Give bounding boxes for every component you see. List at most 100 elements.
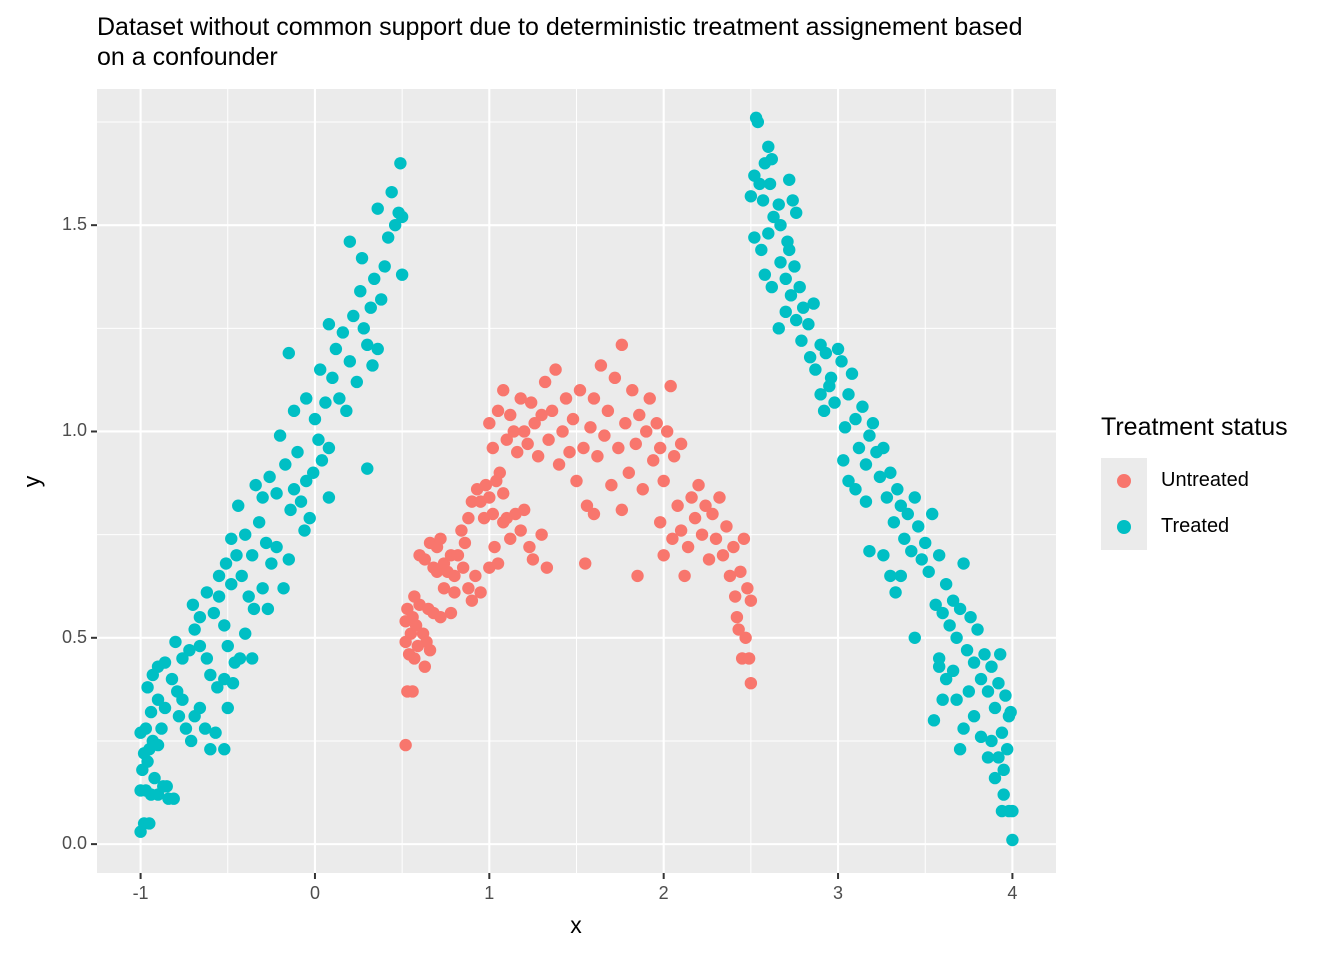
x-tick-label: 0	[309, 883, 320, 903]
y-axis-label: y	[18, 475, 45, 488]
point-untreated	[462, 511, 475, 525]
point-treated	[803, 351, 817, 364]
x-tick-label: -1	[132, 883, 149, 903]
point-treated	[932, 652, 946, 665]
point-untreated	[486, 441, 500, 455]
point-untreated	[556, 425, 569, 438]
point-treated	[753, 177, 766, 191]
point-untreated	[563, 445, 576, 459]
point-treated	[789, 206, 803, 219]
point-treated	[355, 251, 369, 265]
point-untreated	[657, 474, 670, 488]
point-treated	[946, 664, 960, 678]
point-treated	[200, 652, 214, 665]
point-treated	[155, 722, 168, 735]
point-treated	[165, 672, 179, 686]
point-treated	[953, 602, 967, 616]
point-untreated	[504, 532, 517, 545]
point-treated	[167, 792, 180, 805]
point-treated	[256, 491, 269, 504]
point-treated	[287, 483, 301, 496]
point-treated	[212, 590, 226, 603]
point-treated	[995, 726, 1009, 739]
x-tick-label: 4	[1007, 883, 1018, 903]
point-untreated	[587, 507, 601, 521]
point-treated	[988, 701, 1002, 715]
point-treated	[176, 652, 189, 665]
point-treated	[774, 218, 787, 232]
point-treated	[235, 569, 248, 583]
point-untreated	[674, 437, 688, 451]
point-treated	[974, 672, 988, 686]
point-treated	[151, 693, 165, 706]
point-treated	[772, 322, 785, 335]
point-untreated	[526, 553, 540, 566]
point-treated	[964, 610, 977, 624]
point-treated	[364, 301, 377, 314]
point-treated	[343, 355, 357, 368]
legend-item-treated: Treated	[1101, 504, 1341, 550]
point-treated	[905, 544, 918, 558]
point-treated	[395, 210, 409, 224]
point-treated	[350, 375, 364, 389]
y-tick-label: 0.0	[61, 833, 87, 854]
point-treated	[967, 710, 981, 723]
point-untreated	[559, 392, 573, 405]
y-tick-label: 1.0	[61, 420, 87, 441]
point-treated	[207, 606, 221, 620]
point-untreated	[448, 569, 461, 583]
point-treated	[336, 326, 350, 339]
point-untreated	[688, 511, 702, 525]
point-treated	[765, 280, 778, 294]
y-tick-label: 1.5	[61, 214, 87, 235]
point-treated	[160, 780, 173, 793]
point-treated	[176, 693, 189, 706]
point-untreated	[577, 441, 590, 455]
point-treated	[211, 681, 224, 694]
point-treated	[158, 701, 172, 715]
point-treated	[221, 639, 234, 653]
point-treated	[863, 429, 876, 442]
point-treated	[261, 602, 275, 616]
point-untreated	[584, 421, 597, 434]
point-untreated	[734, 565, 747, 578]
point-treated	[779, 305, 792, 319]
point-treated	[284, 503, 297, 517]
point-untreated	[552, 458, 566, 471]
point-treated	[957, 722, 970, 735]
point-untreated	[549, 363, 562, 376]
point-untreated	[587, 392, 601, 405]
legend-key-background	[1101, 458, 1147, 550]
data-points	[134, 111, 1019, 847]
point-treated	[225, 532, 238, 545]
point-treated	[901, 507, 914, 521]
point-untreated	[709, 532, 723, 545]
legend-label-treated: Treated	[1161, 515, 1230, 537]
point-treated	[994, 648, 1007, 661]
point-treated	[999, 689, 1012, 702]
point-untreated	[737, 532, 751, 545]
point-treated	[239, 627, 252, 640]
point-treated	[842, 474, 855, 488]
point-treated	[828, 396, 841, 409]
point-treated	[887, 516, 901, 529]
point-treated	[340, 404, 353, 418]
point-untreated	[434, 610, 447, 624]
point-treated	[809, 363, 822, 376]
point-treated	[992, 751, 1005, 764]
point-untreated	[444, 606, 458, 620]
point-untreated	[664, 379, 677, 393]
point-treated	[300, 392, 313, 405]
point-treated	[247, 602, 261, 616]
point-untreated	[448, 586, 461, 599]
point-untreated	[514, 524, 527, 537]
point-treated	[786, 194, 799, 207]
point-untreated	[647, 454, 660, 467]
point-treated	[329, 342, 343, 356]
point-untreated	[479, 478, 493, 492]
point-untreated	[706, 507, 719, 521]
point-untreated	[728, 590, 742, 603]
point-untreated	[580, 499, 594, 512]
point-treated	[837, 454, 850, 467]
point-untreated	[469, 569, 482, 583]
